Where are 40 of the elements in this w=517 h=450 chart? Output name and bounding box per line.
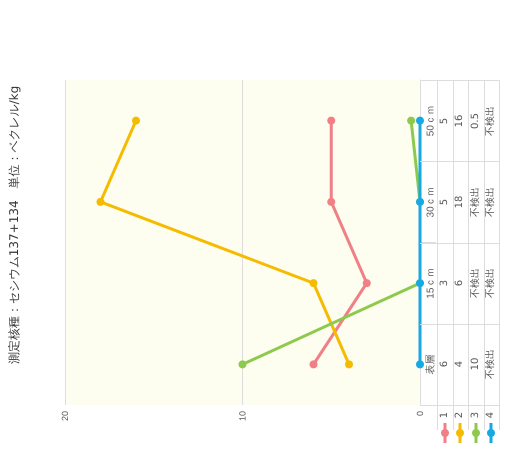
data-label: 不検出 [470, 268, 481, 298]
x-tick-label: 20 [60, 411, 70, 422]
point [310, 279, 318, 288]
point [416, 360, 424, 368]
data-label: 不検出 [485, 349, 496, 380]
data-label: 6 [454, 280, 466, 286]
data-label: 0.5 [470, 112, 481, 129]
text: 3 [470, 412, 481, 418]
point [416, 116, 424, 125]
y-tick-label: 表層 [424, 354, 436, 374]
text: 1 [438, 412, 450, 418]
data-label: 不検出 [485, 186, 496, 217]
point [407, 116, 416, 125]
point [327, 116, 336, 125]
data-label: 16 [454, 114, 466, 127]
point [327, 198, 336, 206]
data-label: 18 [454, 196, 466, 208]
y-tick-label: 50ｃｍ [426, 105, 436, 136]
text: 4 [485, 412, 496, 418]
point [132, 116, 140, 125]
point [362, 279, 371, 288]
data-label: 不検出 [470, 186, 481, 217]
data-label: 5 [438, 117, 450, 124]
data-label: 不検出 [485, 106, 496, 136]
point [238, 360, 246, 368]
data-label: 不検出 [485, 268, 496, 298]
text: 2 [454, 412, 466, 418]
x-tick-label: 0 [415, 411, 425, 416]
point [96, 198, 104, 206]
data-label: 6 [438, 361, 450, 368]
data-label: 3 [438, 280, 450, 286]
data-label: 4 [454, 361, 466, 368]
data-label: 10 [470, 358, 481, 371]
data-label: 5 [438, 198, 450, 206]
point [310, 360, 318, 368]
point [345, 360, 353, 368]
x-tick-label: 10 [238, 411, 248, 422]
text: 測定核種：セシウム137+134 単位：ベクレル/kg [7, 86, 21, 364]
y-tick-label: 30ｃｍ [426, 186, 436, 218]
y-tick-label: 15ｃｍ [426, 268, 436, 299]
